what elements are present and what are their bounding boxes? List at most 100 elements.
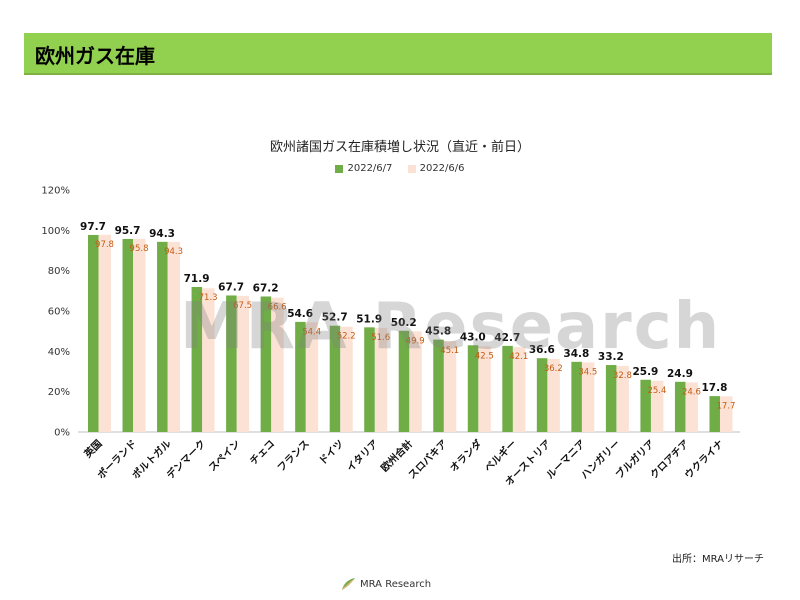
bar-previous — [374, 327, 388, 432]
data-label-previous: 52.2 — [337, 332, 356, 342]
bar-current — [674, 381, 686, 432]
legend-item-previous: 2022/6/6 — [407, 163, 465, 174]
chart-title: 欧州諸国ガス在庫積増し状況（直近・前日） — [269, 140, 530, 155]
data-label-current: 42.7 — [494, 332, 520, 344]
bar-current — [433, 339, 444, 432]
y-tick-label: 20% — [48, 387, 70, 398]
bar-previous — [98, 234, 111, 432]
data-label-current: 94.3 — [149, 228, 175, 240]
bar-previous — [685, 382, 698, 432]
data-label-current: 50.2 — [391, 317, 417, 329]
bar-previous — [616, 365, 629, 432]
category-label: フランス — [275, 438, 312, 475]
bar-current — [398, 330, 410, 432]
footer-logo: MRA Research — [340, 576, 431, 592]
bar-current — [157, 241, 168, 432]
data-label-current: 51.9 — [356, 313, 382, 325]
y-tick-label: 120% — [41, 186, 70, 197]
data-label-previous: 25.4 — [647, 386, 666, 396]
leaf-logo-icon — [342, 578, 355, 590]
legend-swatch-previous — [407, 164, 416, 173]
y-tick-label: 40% — [48, 347, 70, 358]
data-label-previous: 36.2 — [544, 364, 563, 374]
data-label-current: 43.0 — [460, 331, 486, 343]
bar-previous — [719, 396, 733, 432]
legend-label-current: 2022/6/7 — [347, 163, 393, 174]
category-label: イタリア — [344, 438, 380, 474]
data-label-current: 67.7 — [218, 281, 244, 293]
chart-legend: 2022/6/7 2022/6/6 — [0, 163, 800, 176]
bar-previous — [236, 295, 250, 432]
data-label-current: 34.8 — [563, 348, 589, 360]
data-label-current: 33.2 — [598, 351, 624, 363]
page-title: 欧州ガス在庫 — [35, 44, 155, 68]
bar-current — [260, 296, 272, 432]
bar-previous — [305, 322, 319, 432]
bar-current — [191, 287, 203, 432]
category-label: 欧州合計 — [378, 437, 415, 474]
bar-previous — [443, 341, 457, 432]
bar-previous — [512, 347, 526, 432]
data-label-current: 24.9 — [667, 368, 693, 380]
data-label-previous: 51.6 — [371, 333, 390, 343]
bar-previous — [581, 362, 595, 432]
bar-previous — [133, 238, 146, 432]
footer-brand: MRA Research — [360, 578, 432, 590]
bar-current — [709, 396, 720, 432]
data-label-previous: 95.8 — [130, 244, 149, 254]
bar-previous — [650, 380, 664, 432]
data-label-previous: 94.3 — [164, 247, 183, 257]
bar-current — [88, 234, 99, 432]
data-label-previous: 67.5 — [233, 301, 252, 311]
data-label-current: 52.7 — [322, 312, 348, 324]
y-tick-label: 80% — [48, 266, 70, 277]
data-label-previous: 32.8 — [613, 371, 632, 381]
bar-current — [329, 325, 341, 432]
bar-current — [605, 365, 617, 432]
data-label-current: 45.8 — [425, 326, 451, 338]
category-label: ドイツ — [317, 438, 347, 468]
bar-current — [122, 239, 134, 432]
bar-previous — [547, 358, 560, 432]
header-bar: 欧州ガス在庫 — [24, 33, 772, 75]
bar-current — [571, 361, 582, 432]
data-label-previous: 24.6 — [682, 387, 701, 397]
category-label: スペイン — [206, 438, 242, 474]
bar-current — [536, 358, 548, 432]
source-note: 出所：MRAリサーチ — [671, 554, 764, 565]
data-label-current: 95.7 — [115, 225, 141, 237]
bar-previous — [409, 331, 422, 432]
data-label-previous: 54.4 — [302, 327, 321, 337]
bar-current — [467, 345, 479, 432]
data-label-previous: 45.1 — [440, 346, 459, 356]
bar-previous — [167, 241, 181, 432]
y-tick-label: 100% — [41, 226, 70, 237]
data-label-current: 67.2 — [253, 282, 279, 294]
data-label-previous: 49.9 — [406, 336, 425, 346]
data-label-previous: 71.3 — [199, 293, 218, 303]
data-label-current: 17.8 — [702, 382, 728, 394]
y-tick-label: 60% — [48, 307, 70, 318]
category-label: チェコ — [248, 438, 278, 468]
data-label-previous: 42.1 — [509, 352, 528, 362]
watermark-text: MRA Research — [180, 290, 722, 364]
bar-current — [295, 321, 306, 432]
category-label: 英国 — [81, 437, 105, 461]
bar-previous — [202, 288, 215, 432]
data-label-current: 97.7 — [80, 221, 106, 233]
data-label-current: 25.9 — [632, 366, 658, 378]
bar-previous — [340, 326, 353, 432]
bar-previous — [478, 346, 491, 432]
bar-current — [502, 345, 513, 432]
category-label: ベルギー — [481, 437, 518, 474]
data-label-previous: 17.7 — [717, 401, 736, 411]
y-tick-label: 0% — [54, 428, 70, 439]
category-label: オランダ — [447, 437, 484, 474]
legend-swatch-current — [335, 164, 344, 173]
data-label-previous: 34.5 — [578, 367, 597, 377]
data-label-previous: 66.6 — [268, 303, 287, 313]
data-label-current: 54.6 — [287, 308, 313, 320]
data-label-current: 71.9 — [184, 273, 210, 285]
bar-previous — [271, 297, 284, 432]
